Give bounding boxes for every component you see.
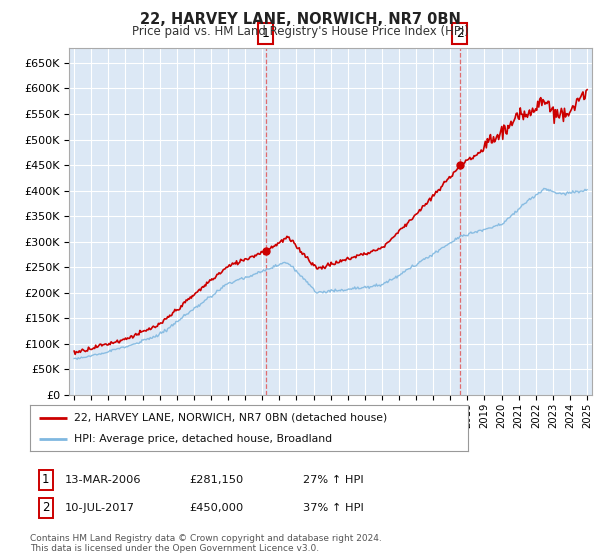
Text: 13-MAR-2006: 13-MAR-2006 — [65, 475, 142, 485]
Text: 2: 2 — [456, 27, 464, 40]
Text: Contains HM Land Registry data © Crown copyright and database right 2024.
This d: Contains HM Land Registry data © Crown c… — [30, 534, 382, 553]
Text: 22, HARVEY LANE, NORWICH, NR7 0BN (detached house): 22, HARVEY LANE, NORWICH, NR7 0BN (detac… — [74, 413, 387, 423]
Text: 1: 1 — [262, 27, 269, 40]
Text: 37% ↑ HPI: 37% ↑ HPI — [303, 503, 364, 513]
Text: 10-JUL-2017: 10-JUL-2017 — [65, 503, 135, 513]
Text: 1: 1 — [42, 473, 49, 487]
Text: £281,150: £281,150 — [189, 475, 243, 485]
Text: HPI: Average price, detached house, Broadland: HPI: Average price, detached house, Broa… — [74, 435, 332, 444]
Text: 27% ↑ HPI: 27% ↑ HPI — [303, 475, 364, 485]
Text: £450,000: £450,000 — [189, 503, 243, 513]
Text: 22, HARVEY LANE, NORWICH, NR7 0BN: 22, HARVEY LANE, NORWICH, NR7 0BN — [140, 12, 460, 27]
Text: Price paid vs. HM Land Registry's House Price Index (HPI): Price paid vs. HM Land Registry's House … — [131, 25, 469, 38]
Text: 2: 2 — [42, 501, 49, 515]
